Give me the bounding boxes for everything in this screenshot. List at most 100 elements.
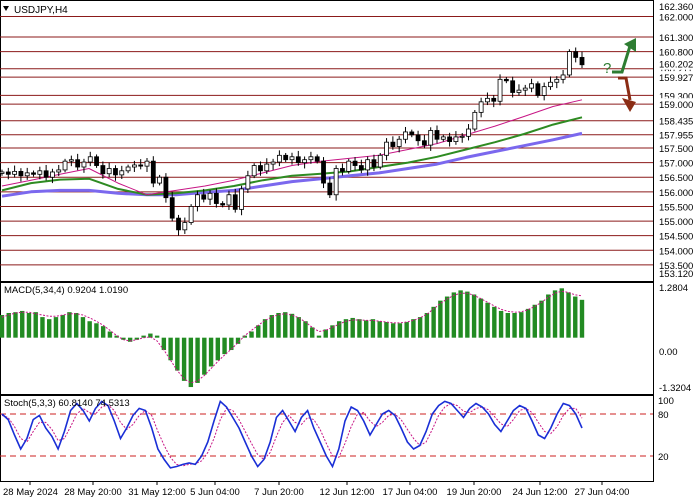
candle-body: [428, 130, 434, 146]
macd-bar: [566, 292, 571, 338]
candle-body: [264, 163, 270, 172]
candle-body: [258, 165, 263, 172]
macd-bar: [73, 312, 79, 338]
candle-body: [453, 136, 459, 142]
candle-body: [421, 140, 427, 146]
macd-bar: [67, 312, 72, 338]
candle-body: [302, 159, 308, 164]
macd-bar: [316, 335, 322, 338]
candle-body: [295, 156, 301, 164]
candle-body: [289, 156, 295, 161]
macd-bar: [141, 335, 146, 338]
candle-body: [207, 192, 213, 200]
candle-body: [440, 136, 446, 140]
stoch-panel-border: [0, 395, 654, 482]
candle-body: [131, 164, 137, 168]
candle-body: [554, 78, 560, 83]
candle-body: [466, 128, 471, 137]
candle-body: [106, 168, 112, 175]
candle-body: [478, 101, 484, 113]
forecast-question-mark: ?: [603, 60, 611, 77]
macd-bar: [552, 290, 558, 338]
candle-body: [195, 194, 200, 207]
time-label: 28 May 2024: [3, 487, 58, 498]
macd-bar: [53, 317, 59, 338]
macd-bar: [26, 312, 32, 338]
macd-bar: [114, 335, 119, 338]
candle-body: [119, 170, 125, 176]
time-label: 7 Jun 20:00: [254, 487, 304, 498]
candle-body: [510, 80, 516, 93]
candle-body: [239, 188, 244, 210]
macd-bar: [107, 331, 113, 338]
candle-body: [62, 160, 68, 171]
level-label: 159.000: [659, 100, 693, 111]
macd-bar: [40, 317, 45, 338]
macd-bar: [208, 337, 214, 367]
macd-bar: [458, 290, 463, 338]
candle-body: [226, 194, 232, 206]
stoch-axis-labels: 100 80 20: [658, 396, 674, 463]
candle-body: [415, 134, 421, 142]
macd-bar: [47, 319, 52, 338]
macd-bar: [121, 337, 126, 340]
candle-body: [68, 159, 74, 162]
macd-bar: [229, 337, 234, 351]
candle-body: [447, 136, 453, 142]
candle-body: [138, 164, 144, 167]
macd-bar: [559, 288, 564, 338]
price-axis-bottom-label: 153.120: [659, 269, 693, 280]
forecast-arrows: ?: [603, 38, 636, 112]
level-label: 162.000: [659, 13, 693, 24]
up-arrow-head-icon: [624, 38, 636, 52]
candle-body: [56, 169, 62, 173]
candle-body: [12, 170, 18, 175]
macd-bar: [478, 298, 484, 338]
candle-body: [340, 168, 345, 172]
time-label: 12 Jun 12:00: [320, 487, 375, 498]
candle-body: [472, 111, 478, 130]
candle-body: [409, 131, 415, 136]
macd-bar: [181, 337, 187, 381]
candle-body: [352, 160, 358, 166]
macd-bar: [202, 337, 207, 375]
stoch-d-line: [1, 402, 583, 467]
macd-bar: [377, 321, 382, 338]
candle-body: [232, 194, 238, 210]
candle-body: [522, 87, 528, 91]
macd-bar: [127, 337, 133, 342]
time-label: 27 Jun 04:00: [575, 487, 630, 498]
level-label-bg: [655, 114, 699, 127]
stoch-level-lines: [0, 413, 653, 457]
macd-bar: [262, 319, 268, 338]
level-label: 156.000: [659, 188, 693, 199]
candle-body: [390, 141, 396, 147]
macd-bar: [539, 300, 544, 338]
level-label-bg: [655, 142, 699, 155]
macd-signal-line: [1, 290, 583, 384]
stoch-level-label: 20: [658, 452, 669, 463]
candle-body: [163, 176, 169, 199]
macd-top-label: 1.2804: [659, 283, 688, 294]
macd-bar: [20, 310, 25, 338]
macd-bar: [323, 329, 328, 338]
stoch-level-label: 80: [658, 410, 669, 421]
macd-bar: [525, 308, 531, 338]
level-label-bg: [655, 98, 699, 111]
level-label-bg: [655, 215, 699, 228]
candle-body: [125, 166, 131, 172]
candles: [0, 47, 585, 236]
candle-body: [43, 170, 49, 178]
price-axis-top-label: 162.360: [659, 2, 693, 13]
macd-bar: [337, 321, 342, 338]
macd-bar: [424, 312, 430, 338]
level-label: 156.500: [659, 173, 693, 184]
macd-bar: [411, 319, 416, 338]
level-label-bg: [655, 171, 699, 184]
price-panel-border: [0, 0, 654, 282]
candle-body: [529, 83, 534, 89]
level-label: 155.000: [659, 217, 693, 228]
macd-label: MACD(5,34,4) 0.9204 1.0190: [4, 285, 128, 296]
level-label: 153.500: [659, 261, 693, 272]
